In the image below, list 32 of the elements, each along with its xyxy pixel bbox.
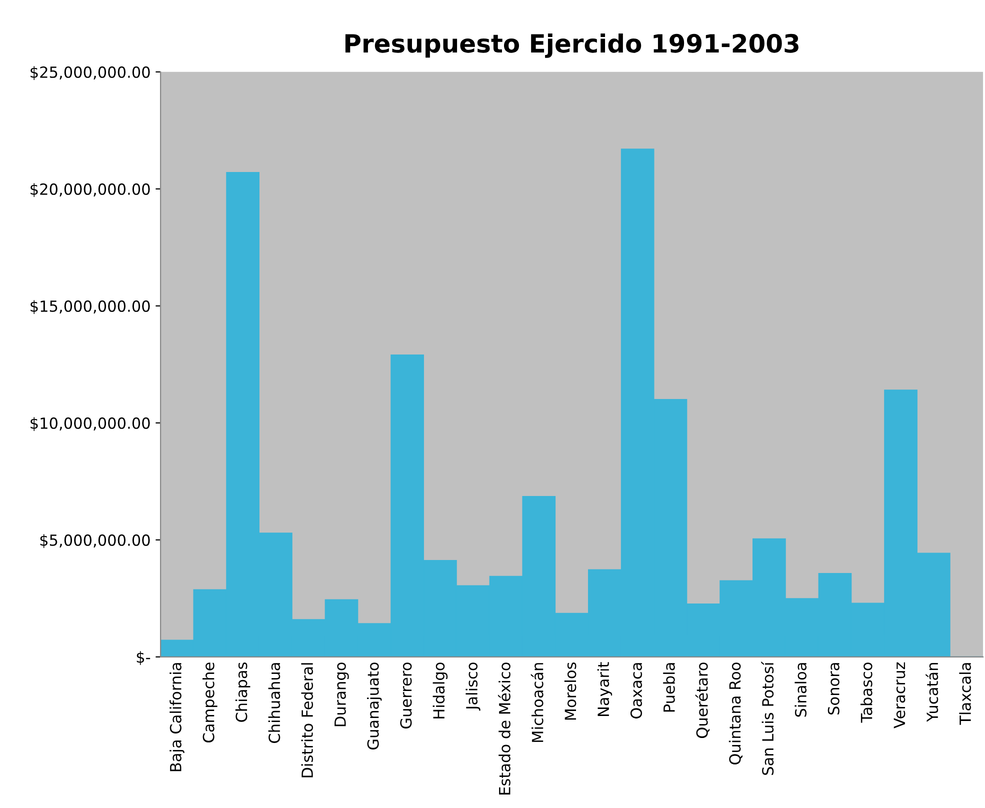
x-tick-label: Distrito Federal (301, 663, 314, 778)
x-tick-label: Durango (334, 662, 349, 726)
x-tick-label: Estado de México (498, 662, 510, 794)
y-tick-label: $5,000,000.00 (40, 534, 150, 548)
y-tick-label: $10,000,000.00 (30, 417, 150, 431)
x-tick-label: Michoacán (530, 663, 544, 742)
y-tick-label: $- (136, 651, 150, 665)
x-tick-label: Sonora (828, 663, 840, 714)
x-tick-label: Puebla (663, 663, 675, 712)
x-tick-label: Jalisco (466, 662, 480, 711)
x-tick-label: Guanajuato (367, 662, 382, 750)
x-tick-label: Baja California (170, 663, 184, 772)
x-tick-label: Hidalgo (432, 662, 448, 718)
y-tick-label: $15,000,000.00 (30, 300, 150, 314)
x-tick-label: Nayarit (597, 662, 612, 716)
x-tick-label: Veracruz (894, 662, 906, 728)
x-tick-label: Tlaxcala (959, 663, 972, 725)
chart-title: Presupuesto Ejercido 1991-2003 (345, 33, 798, 58)
x-tick-label: Yucatán (926, 663, 938, 722)
x-tick-label: Tabasco (860, 662, 872, 723)
x-tick-label: Querétaro (695, 662, 710, 738)
y-tick-label: $25,000,000.00 (30, 66, 150, 80)
x-tick-label: Oaxaca (630, 663, 642, 718)
x-tick-label: Sinaloa (794, 663, 807, 717)
x-tick-label: Guerrero (400, 662, 412, 728)
y-tick-label: $20,000,000.00 (30, 183, 150, 197)
x-tick-label: Chiapas (235, 662, 250, 722)
x-tick-label: Campeche (202, 662, 218, 742)
x-tick-label: San Luis Potosí (761, 661, 774, 775)
x-tick-label: Quintana Roo (728, 662, 742, 764)
x-tick-label: Chihuahua (268, 663, 280, 743)
x-tick-label: Morelos (564, 662, 576, 720)
